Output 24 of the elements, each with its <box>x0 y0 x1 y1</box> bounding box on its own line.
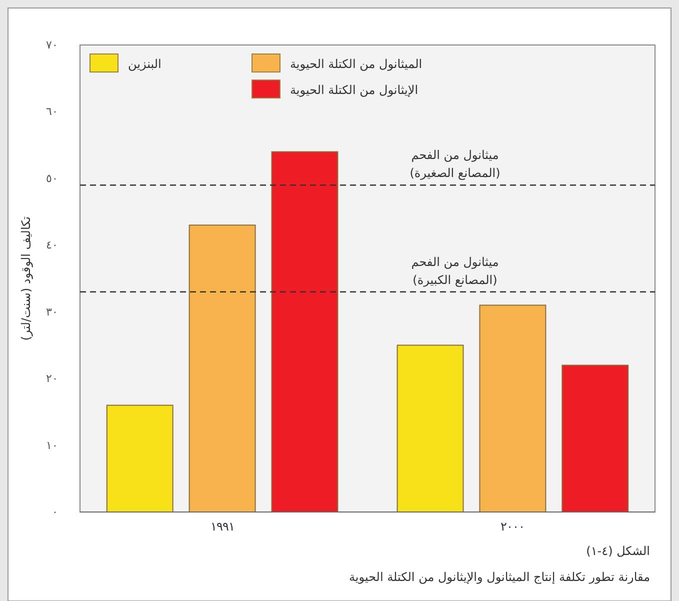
bar <box>479 304 546 512</box>
bar <box>188 224 256 512</box>
legend-label: الميثانول من الكتلة الحيوية <box>290 57 422 71</box>
legend-label: الإيثانول من الكتلة الحيوية <box>290 83 418 97</box>
y-tick-label: ١٠ <box>46 440 58 452</box>
y-tick-label: ٢٠ <box>46 373 58 386</box>
x-tick-label: ١٩٩١ <box>210 520 234 534</box>
x-tick-label: ٢٠٠٠ <box>500 520 525 534</box>
y-tick-label: ٧٠ <box>46 40 58 52</box>
ref-line-label: ميثانول من الفحم (المصانع الكبيرة) <box>411 254 499 287</box>
bar <box>396 344 464 512</box>
ref-line-label: ميثانول من الفحم (المصانع الصغيرة) <box>410 148 500 180</box>
y-tick-label: ٣٠ <box>46 306 58 318</box>
y-tick-label: ٦٠ <box>46 106 58 118</box>
text: مقارنة تطور تكلفة إنتاج الميثانول والإيثانول من الكتلة الحيوية <box>348 570 650 584</box>
bar <box>271 151 338 512</box>
bar <box>106 404 174 512</box>
y-tick-label: ٤٠ <box>46 240 58 252</box>
y-tick-label: ٥٠ <box>46 172 58 185</box>
y-tick-label: ٠ <box>52 506 58 519</box>
legend-label: البنزين <box>128 57 162 71</box>
bar <box>562 364 629 512</box>
y-axis-title: تكاليف الوقود (سنت/لتر) <box>19 216 33 341</box>
text: الشكل (٤-١) <box>586 544 650 558</box>
